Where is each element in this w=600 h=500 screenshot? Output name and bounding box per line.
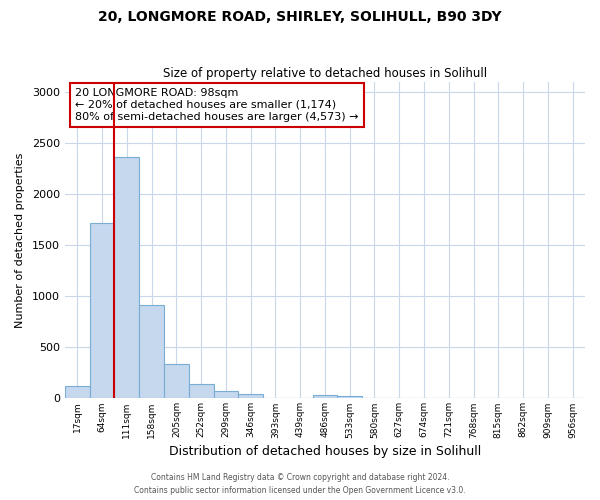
Bar [337,396,362,398]
Text: Contains HM Land Registry data © Crown copyright and database right 2024.
Contai: Contains HM Land Registry data © Crown c… [134,474,466,495]
X-axis label: Distribution of detached houses by size in Solihull: Distribution of detached houses by size … [169,444,481,458]
Bar [115,156,139,398]
Bar [89,223,115,398]
Bar [139,304,164,398]
Bar [214,390,238,398]
Bar [189,384,214,398]
Title: Size of property relative to detached houses in Solihull: Size of property relative to detached ho… [163,66,487,80]
Bar [65,386,89,398]
Bar [164,364,189,398]
Bar [238,394,263,398]
Y-axis label: Number of detached properties: Number of detached properties [15,152,25,328]
Text: 20, LONGMORE ROAD, SHIRLEY, SOLIHULL, B90 3DY: 20, LONGMORE ROAD, SHIRLEY, SOLIHULL, B9… [98,10,502,24]
Text: 20 LONGMORE ROAD: 98sqm
← 20% of detached houses are smaller (1,174)
80% of semi: 20 LONGMORE ROAD: 98sqm ← 20% of detache… [76,88,359,122]
Bar [313,396,337,398]
